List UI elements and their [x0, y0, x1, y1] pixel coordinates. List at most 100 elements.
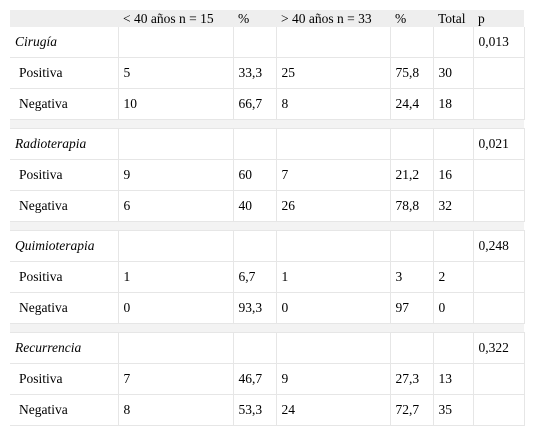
empty-p-cell — [473, 159, 525, 191]
spacer-cell — [118, 323, 233, 333]
spacer-cell — [233, 119, 276, 129]
spacer-cell — [390, 323, 433, 333]
empty-cell — [233, 332, 277, 364]
header-cell-pct-under-40: % — [233, 10, 276, 27]
data-table: < 40 años n = 15 % > 40 años n = 33 % To… — [10, 10, 525, 426]
row-label: Negativa — [10, 88, 119, 120]
total-count: 18 — [433, 88, 474, 120]
empty-p-cell — [473, 292, 525, 324]
empty-cell — [118, 128, 234, 160]
empty-p-cell — [473, 261, 525, 293]
empty-cell — [233, 128, 277, 160]
empty-cell — [433, 27, 474, 58]
pct-over-40: 97 — [390, 292, 434, 324]
count-under-40: 9 — [118, 159, 234, 191]
pct-over-40: 3 — [390, 261, 434, 293]
p-value: 0,013 — [473, 27, 525, 58]
empty-p-cell — [473, 190, 525, 222]
empty-cell — [433, 128, 474, 160]
row-label: Positiva — [10, 57, 119, 89]
pct-over-40: 21,2 — [390, 159, 434, 191]
header-cell-under-40: < 40 años n = 15 — [118, 10, 233, 27]
total-count: 0 — [433, 292, 474, 324]
pct-over-40: 24,4 — [390, 88, 434, 120]
spacer-cell — [10, 119, 118, 129]
section-header-row: Radioterapia 0,021 — [10, 128, 525, 160]
table-row: Negativa 10 66,7 8 24,4 18 — [10, 88, 525, 120]
spacer-cell — [10, 221, 118, 231]
p-value: 0,021 — [473, 128, 525, 160]
pct-under-40: 53,3 — [233, 394, 277, 426]
section-spacer — [10, 323, 524, 333]
pct-under-40: 33,3 — [233, 57, 277, 89]
table-row: Negativa 6 40 26 78,8 32 — [10, 190, 525, 222]
table-row: Positiva 9 60 7 21,2 16 — [10, 159, 525, 191]
section-title: Recurrencia — [10, 332, 119, 364]
empty-cell — [276, 332, 391, 364]
empty-cell — [233, 27, 277, 58]
table-row: Negativa 0 93,3 0 97 0 — [10, 292, 525, 324]
empty-p-cell — [473, 394, 525, 426]
spacer-cell — [276, 323, 390, 333]
count-over-40: 25 — [276, 57, 391, 89]
spacer-cell — [433, 119, 473, 129]
total-count: 35 — [433, 394, 474, 426]
pct-over-40: 72,7 — [390, 394, 434, 426]
empty-cell — [276, 27, 391, 58]
table-body: Cirugía 0,013 Positiva 5 33,3 25 75,8 30 Negativ… — [10, 27, 525, 426]
count-under-40: 0 — [118, 292, 234, 324]
total-count: 13 — [433, 363, 474, 395]
count-over-40: 24 — [276, 394, 391, 426]
empty-p-cell — [473, 88, 525, 120]
spacer-cell — [473, 119, 524, 129]
pct-under-40: 60 — [233, 159, 277, 191]
empty-cell — [433, 230, 474, 262]
count-under-40: 10 — [118, 88, 234, 120]
spacer-cell — [276, 119, 390, 129]
section-header-row: Recurrencia 0,322 — [10, 332, 525, 364]
table-header-row: < 40 años n = 15 % > 40 años n = 33 % To… — [10, 10, 524, 27]
count-under-40: 8 — [118, 394, 234, 426]
section-header-row: Quimioterapia 0,248 — [10, 230, 525, 262]
pct-under-40: 46,7 — [233, 363, 277, 395]
pct-over-40: 27,3 — [390, 363, 434, 395]
count-under-40: 7 — [118, 363, 234, 395]
section-spacer — [10, 119, 524, 129]
spacer-cell — [233, 323, 276, 333]
pct-under-40: 6,7 — [233, 261, 277, 293]
header-cell-over-40: > 40 años n = 33 — [276, 10, 390, 27]
row-label: Positiva — [10, 261, 119, 293]
empty-cell — [118, 230, 234, 262]
data-table-container: < 40 años n = 15 % > 40 años n = 33 % To… — [10, 10, 525, 426]
spacer-cell — [473, 221, 524, 231]
p-value: 0,322 — [473, 332, 525, 364]
section-title: Cirugía — [10, 27, 119, 58]
empty-cell — [390, 27, 434, 58]
spacer-cell — [118, 119, 233, 129]
spacer-cell — [118, 221, 233, 231]
header-cell-total: Total — [433, 10, 473, 27]
empty-cell — [276, 230, 391, 262]
empty-cell — [118, 27, 234, 58]
section-title: Radioterapia — [10, 128, 119, 160]
count-over-40: 9 — [276, 363, 391, 395]
empty-cell — [276, 128, 391, 160]
row-label: Negativa — [10, 394, 119, 426]
count-under-40: 6 — [118, 190, 234, 222]
empty-cell — [118, 332, 234, 364]
total-count: 32 — [433, 190, 474, 222]
spacer-cell — [390, 119, 433, 129]
empty-cell — [433, 332, 474, 364]
row-label: Positiva — [10, 363, 119, 395]
count-under-40: 1 — [118, 261, 234, 293]
spacer-cell — [233, 221, 276, 231]
spacer-cell — [10, 323, 118, 333]
pct-under-40: 93,3 — [233, 292, 277, 324]
pct-over-40: 75,8 — [390, 57, 434, 89]
section-header-row: Cirugía 0,013 — [10, 27, 525, 58]
empty-cell — [233, 230, 277, 262]
total-count: 2 — [433, 261, 474, 293]
header-cell-p: p — [473, 10, 524, 27]
empty-cell — [390, 128, 434, 160]
pct-under-40: 40 — [233, 190, 277, 222]
